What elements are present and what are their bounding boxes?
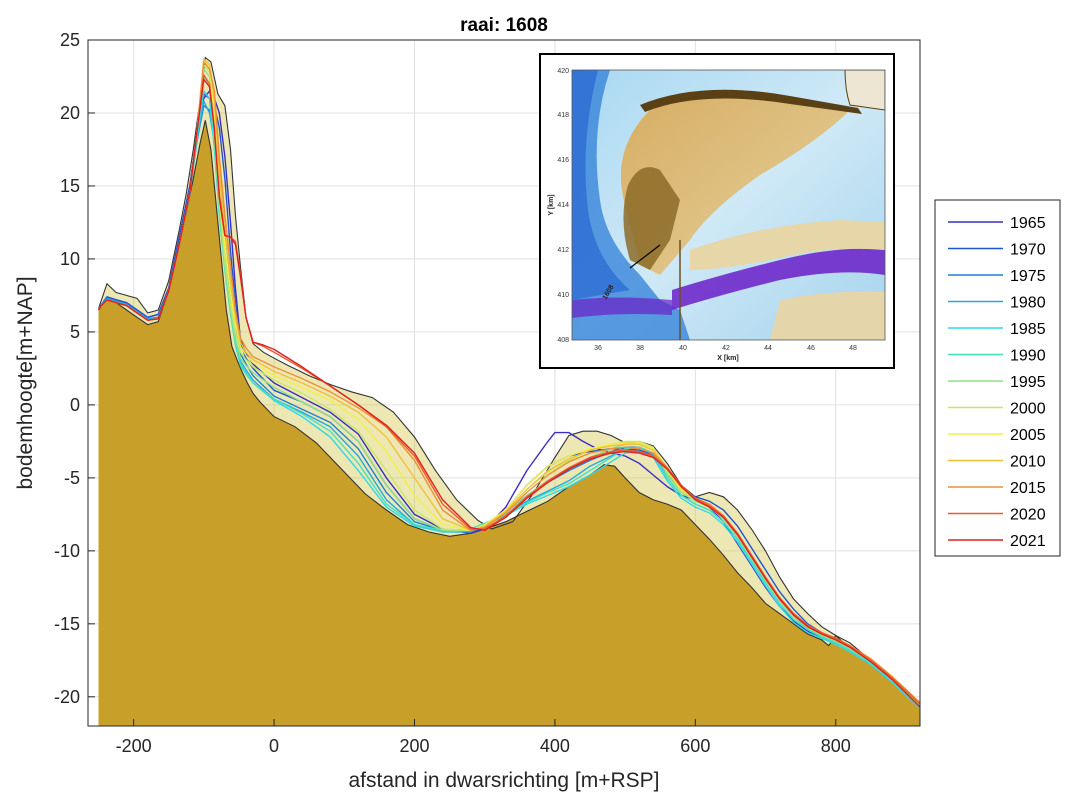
inset-x-tick: 42 (722, 345, 730, 352)
y-tick-label: 5 (70, 322, 80, 342)
inset-x-tick: 36 (594, 345, 602, 352)
inset-y-tick: 416 (557, 157, 569, 164)
legend-box (934, 199, 1061, 557)
inset-x-tick: 38 (636, 345, 644, 352)
upper-envelope-line (97, 56, 921, 705)
y-tick-label: 20 (60, 103, 80, 123)
axis-ticks: -200 0 200 400 600 800 -20 -15 -10 -5 0 5 10 15 20 25 (54, 30, 851, 756)
legend-label: 2000 (1010, 401, 1046, 418)
inset-y-tick: 410 (557, 292, 569, 299)
inset-x-tick: 46 (807, 345, 815, 352)
legend: 1965 1970 1975 1980 1985 1990 1995 2000 2005 2010… (934, 199, 1061, 557)
inset-x-tick: 40 (679, 345, 687, 352)
legend-label: 1995 (1010, 374, 1046, 391)
legend-label: 2010 (1010, 454, 1046, 471)
legend-label: 2015 (1010, 480, 1046, 497)
x-tick-label: 800 (821, 736, 851, 756)
x-tick-label: -200 (116, 736, 152, 756)
inset-y-tick: 414 (557, 202, 569, 209)
y-tick-label: 10 (60, 249, 80, 269)
inset-x-tick: 48 (849, 345, 857, 352)
x-tick-label: 0 (269, 736, 279, 756)
x-tick-label: 600 (680, 736, 710, 756)
series-lines (97, 58, 921, 710)
inset-map-image (571, 69, 886, 341)
legend-label: 2005 (1010, 427, 1046, 444)
inset-x-tick: 44 (764, 345, 772, 352)
y-tick-label: -10 (54, 541, 80, 561)
inset-y-tick: 408 (557, 337, 569, 344)
min-bed-fill (98, 120, 920, 727)
inset-x-label: X [km] (717, 355, 738, 362)
x-tick-label: 400 (540, 736, 570, 756)
inset-y-ticks: 408 410 412 414 416 418 420 (557, 68, 569, 344)
chart-title: raai: 1608 (460, 15, 548, 36)
inset-axes (571, 69, 886, 341)
legend-label: 2021 (1010, 533, 1046, 550)
legend-label: 1970 (1010, 242, 1046, 259)
legend-label: 2020 (1010, 507, 1046, 524)
inset-y-label: Y [km] (548, 194, 555, 215)
y-tick-label: 25 (60, 30, 80, 50)
inset-y-tick: 418 (557, 112, 569, 119)
y-tick-label: 15 (60, 176, 80, 196)
legend-label: 1980 (1010, 295, 1046, 312)
y-tick-label: -15 (54, 614, 80, 634)
inset-y-tick: 412 (557, 247, 569, 254)
x-axis-label: afstand in dwarsrichting [m+RSP] (348, 769, 659, 792)
plot-frame (87, 39, 921, 727)
legend-label: 1975 (1010, 268, 1046, 285)
y-tick-label: 0 (70, 395, 80, 415)
area-fills (97, 56, 921, 727)
inset-map: 1608 36 38 40 42 44 46 48 408 410 412 41… (539, 53, 895, 369)
envelope-band (98, 57, 920, 709)
x-tick-label: 200 (399, 736, 429, 756)
legend-label: 1990 (1010, 348, 1046, 365)
inset-y-tick: 420 (557, 68, 569, 75)
series-line-2021 (97, 78, 921, 708)
legend-label: 1965 (1010, 215, 1046, 232)
y-tick-label: -5 (64, 468, 80, 488)
y-axis-label: bodemhoogte[m+NAP] (14, 276, 37, 489)
lower-envelope-line (98, 120, 921, 709)
legend-label: 1985 (1010, 321, 1046, 338)
y-tick-label: -20 (54, 687, 80, 707)
inset-x-ticks: 36 38 40 42 44 46 48 (594, 345, 857, 352)
